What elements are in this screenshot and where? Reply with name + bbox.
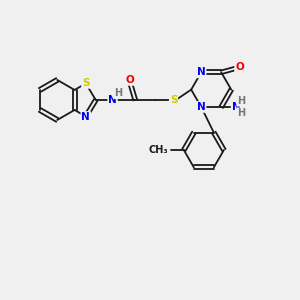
Text: S: S: [170, 95, 177, 105]
Text: N: N: [232, 102, 240, 112]
Text: H: H: [237, 108, 245, 118]
Text: O: O: [126, 75, 134, 85]
Text: O: O: [235, 62, 244, 72]
Text: N: N: [197, 102, 206, 112]
Text: N: N: [108, 95, 117, 105]
Text: N: N: [197, 67, 206, 77]
Text: N: N: [81, 112, 90, 122]
Text: S: S: [82, 78, 89, 88]
Text: CH₃: CH₃: [148, 145, 168, 155]
Text: H: H: [114, 88, 122, 98]
Text: H: H: [237, 96, 245, 106]
